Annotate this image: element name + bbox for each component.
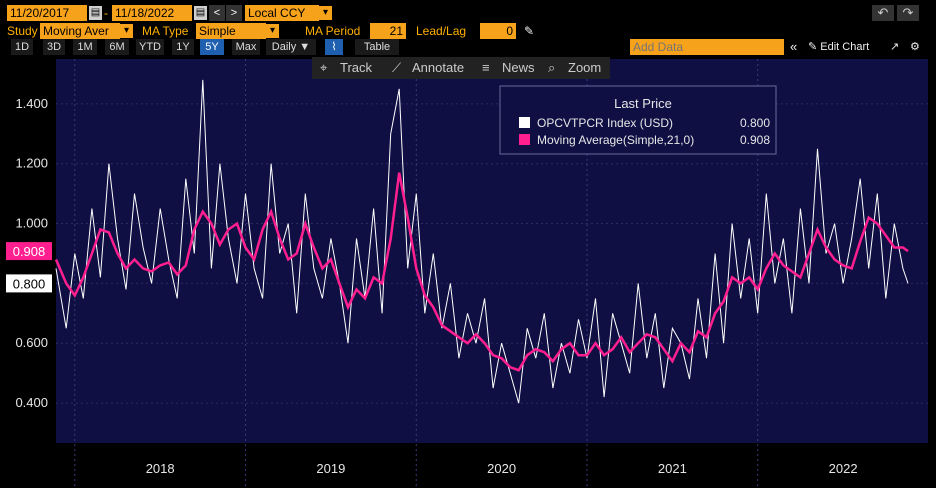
y-tick-label: 0.600 [15,335,48,350]
frequency-select[interactable]: Daily ▼ [266,39,316,55]
series-ma-line [54,172,909,372]
x-tick-label: 2018 [146,461,175,476]
series-price-line [55,79,909,404]
line-chart-icon[interactable]: ⌇ [325,39,343,55]
price-tag-ma-value: 0.908 [13,244,46,259]
study-label: Study [7,24,38,38]
study-select[interactable]: Moving Aver [40,23,120,39]
table-button[interactable]: Table [355,39,399,55]
chevron-down-icon[interactable]: ▾ [120,24,133,38]
track-icon[interactable]: ⌖ [320,60,328,75]
chart-tools-bar [312,57,610,79]
legend-series-price: OPCVTPCR Index (USD) [537,116,673,130]
period-5y[interactable]: 5Y [200,39,224,55]
period-1d[interactable]: 1D [11,39,33,55]
y-tick-label: 1.000 [15,216,48,231]
period-6m[interactable]: 6M [105,39,129,55]
undo-button[interactable]: ↶ [872,5,894,21]
legend-value-ma: 0.908 [740,133,770,147]
annotate-button[interactable]: Annotate [412,60,465,75]
legend: Last Price OPCVTPCR Index (USD) 0.800 Mo… [499,85,777,155]
x-tick-label: 2019 [316,461,345,476]
y-tick-label: 0.400 [15,395,48,410]
ma-type-select[interactable]: Simple [196,23,266,39]
settings-icon[interactable]: ⚙ [910,41,920,53]
news-icon[interactable]: ≡ [482,60,490,75]
period-1y[interactable]: 1Y [172,39,194,55]
pencil-icon[interactable]: ✎ [524,24,535,38]
x-tick-label: 2021 [658,461,687,476]
legend-title: Last Price [614,96,672,111]
track-button[interactable]: Track [340,60,373,75]
zoom-icon[interactable]: ⌕ [548,60,556,75]
price-tag-last-value: 0.800 [13,276,46,291]
edit-chart-button[interactable]: ✎ Edit Chart [808,41,870,53]
legend-swatch-price [519,117,530,128]
period-toolbar: 1D 3D 1M 6M YTD 1Y 5Y Max Daily ▼ ⌇ Tabl… [0,39,936,55]
price-tag-ma: 0.908 [6,242,52,261]
news-button[interactable]: News [502,60,535,75]
chevron-down-icon[interactable]: ▾ [319,6,332,20]
leadlag-field[interactable]: 0 [480,23,516,39]
legend-swatch-ma [519,134,530,145]
period-max[interactable]: Max [232,39,260,55]
ma-period-label: MA Period [305,24,361,38]
study-toolbar: Study Moving Aver ▾ MA Type Simple ▾ MA … [0,23,936,41]
chevron-down-icon[interactable]: ▾ [266,24,279,38]
period-1m[interactable]: 1M [73,39,97,55]
calendar-icon[interactable]: ▤ [194,6,207,20]
collapse-button[interactable]: « [790,39,798,54]
date-separator: - [104,6,108,20]
x-axis-labels: 2018 2019 2020 2021 2022 [146,461,858,476]
annotate-icon[interactable]: ⟋ [392,60,402,75]
add-data-input[interactable] [630,39,784,55]
zoom-button[interactable]: Zoom [568,60,602,75]
next-period-button[interactable]: > [226,5,242,21]
price-tag-last: 0.800 [6,274,52,293]
x-tick-label: 2020 [487,461,516,476]
legend-value-price: 0.800 [740,116,770,130]
end-date-field[interactable]: 11/18/2022 [112,5,192,21]
redo-button[interactable]: ↷ [897,5,919,21]
period-3d[interactable]: 3D [43,39,65,55]
x-tick-label: 2022 [829,461,858,476]
ma-period-field[interactable]: 21 [370,23,406,39]
currency-select[interactable]: Local CCY [245,5,319,21]
period-ytd[interactable]: YTD [136,39,164,55]
start-date-field[interactable]: 11/20/2017 [7,5,87,21]
expand-icon[interactable]: ↗ [890,41,900,53]
leadlag-label: Lead/Lag [416,24,467,38]
y-tick-label: 1.400 [15,96,48,111]
date-toolbar: 11/20/2017 ▤ - 11/18/2022 ▤ < > Local CC… [0,5,936,23]
calendar-icon[interactable]: ▤ [89,6,102,20]
ma-type-label: MA Type [142,24,189,38]
prev-period-button[interactable]: < [209,5,225,21]
y-tick-label: 1.200 [15,156,48,171]
legend-series-ma: Moving Average(Simple,21,0) [537,133,694,147]
